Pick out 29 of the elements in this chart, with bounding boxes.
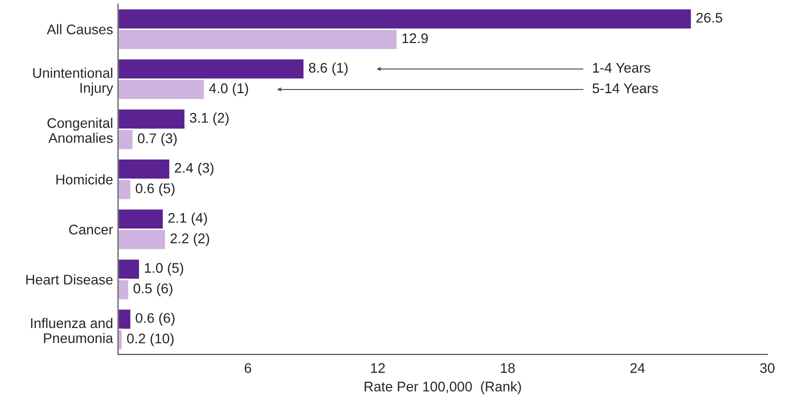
x-axis-title: Rate Per 100,000 (Rank) — [364, 381, 521, 394]
data-label: 0.5 (6) — [134, 283, 172, 296]
text: 5-14 Years — [592, 84, 658, 94]
data-label: 0.7 (3) — [138, 133, 177, 146]
data-label: 26.5 — [696, 12, 722, 23]
y-tick-label: Congenital Anomalies — [47, 118, 113, 143]
x-tick-label: 6 — [244, 363, 252, 373]
y-tick-label: Cancer — [69, 224, 113, 235]
data-label: 1.0 (5) — [144, 262, 184, 276]
data-label: 0.6 (5) — [136, 183, 174, 196]
y-tick-label: Heart Disease — [26, 274, 113, 285]
data-label: 0.2 (10) — [127, 333, 174, 346]
data-label: 0.6 (6) — [136, 312, 174, 326]
data-label: 2.4 (3) — [174, 162, 214, 176]
y-tick-label: Influenza and Pneumonia — [31, 318, 114, 344]
data-label: 2.1 (4) — [168, 212, 207, 226]
y-tick-label: Unintentional Injury — [33, 68, 114, 96]
x-tick-label: 12 — [371, 363, 385, 373]
y-tick-label: All Causes — [46, 24, 113, 34]
x-tick-label: 30 — [760, 363, 775, 373]
data-label: 3.1 (2) — [190, 112, 229, 126]
x-tick-label: 24 — [630, 363, 645, 373]
data-label: 2.2 (2) — [170, 233, 210, 246]
x-tick-label: 18 — [500, 363, 515, 373]
y-tick-label: Homicide — [56, 174, 113, 184]
data-label: 4.0 (1) — [209, 83, 248, 96]
data-label: 8.6 (1) — [308, 62, 348, 76]
text: 1-4 Years — [593, 63, 650, 73]
data-label: 12.9 — [402, 33, 428, 44]
